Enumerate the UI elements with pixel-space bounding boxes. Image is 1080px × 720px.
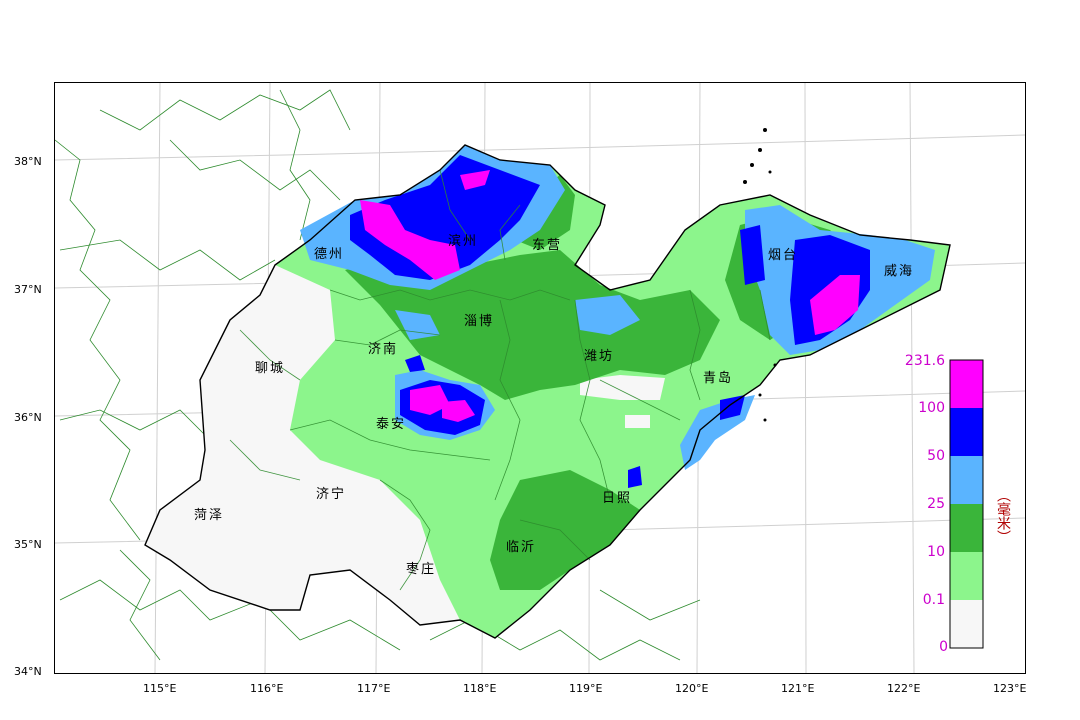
city-label-linyi: 临沂 (506, 540, 536, 555)
bin-100-plus (360, 200, 460, 280)
legend: 231.6 100 50 25 10 0.1 0 （毫米） (905, 353, 1011, 655)
lon-label-121: 121°E (781, 682, 814, 695)
city-label-weihai: 威海 (884, 264, 914, 279)
lat-label-36: 36°N (14, 411, 42, 424)
legend-bin-0-0.1 (950, 600, 983, 648)
legend-tick-25: 25 (927, 496, 945, 512)
lon-label-119: 119°E (569, 682, 602, 695)
city-label-liaocheng: 聊城 (255, 361, 285, 376)
lat-label-35: 35°N (14, 538, 42, 551)
city-label-zaozhuang: 枣庄 (406, 561, 436, 577)
bin-0-0.1 (145, 265, 460, 625)
legend-tick-231.6: 231.6 (905, 353, 945, 369)
city-label-jining: 济宁 (316, 486, 346, 502)
legend-unit: （毫米） (995, 488, 1011, 544)
lon-label-120: 120°E (675, 682, 708, 695)
legend-tick-100: 100 (918, 400, 945, 416)
city-label-zibo: 淄博 (464, 314, 494, 329)
lat-label-34: 34°N (14, 665, 42, 678)
legend-bin-0.1-10 (950, 552, 983, 600)
longitude-labels: 115°E 116°E 117°E 118°E 119°E 120°E 121°… (143, 682, 1026, 695)
lon-label-117: 117°E (357, 682, 390, 695)
city-label-dezhou: 德州 (314, 247, 344, 262)
legend-border (949, 359, 984, 649)
legend-tick-0.1: 0.1 (923, 592, 945, 608)
legend-tick-10: 10 (927, 544, 945, 560)
lon-label-122: 122°E (887, 682, 920, 695)
lat-label-37: 37°N (14, 283, 42, 296)
legend-bin-50-100 (950, 408, 983, 456)
lat-label-38: 38°N (14, 155, 42, 168)
map-layers (55, 83, 1025, 673)
city-label-taian: 泰安 (376, 417, 406, 432)
bin-10-25 (345, 250, 720, 400)
city-boundaries (229, 169, 771, 591)
city-label-qingdao: 青岛 (703, 370, 733, 386)
county-boundaries (55, 89, 701, 661)
legend-bin-100-plus (950, 360, 983, 408)
lon-label-116: 116°E (250, 682, 283, 695)
city-label-rizhao: 日照 (602, 491, 632, 506)
precipitation-fills (145, 145, 950, 638)
city-label-weifang: 潍坊 (584, 349, 614, 364)
city-label-heze: 菏泽 (194, 508, 224, 523)
city-label-jinan: 济南 (368, 341, 398, 357)
legend-tick-0: 0 (939, 639, 948, 655)
legend-bin-25-50 (950, 456, 983, 504)
city-label-yantai: 烟台 (768, 248, 798, 263)
latitude-labels: 38°N 37°N 36°N 35°N 34°N (14, 155, 42, 678)
city-labels: 德州 滨州 东营 烟台 威海 淄博 济南 聊城 潍坊 青岛 泰安 济宁 菏泽 日… (194, 233, 914, 577)
legend-bin-10-25 (950, 504, 983, 552)
lon-label-123: 123°E (993, 682, 1026, 695)
lon-label-118: 118°E (463, 682, 496, 695)
province-outline (144, 144, 951, 639)
islands (743, 128, 777, 422)
legend-tick-50: 50 (927, 448, 945, 464)
lon-label-115: 115°E (143, 682, 176, 695)
city-label-dongying: 东营 (532, 238, 562, 253)
city-label-binzhou: 滨州 (448, 233, 478, 249)
